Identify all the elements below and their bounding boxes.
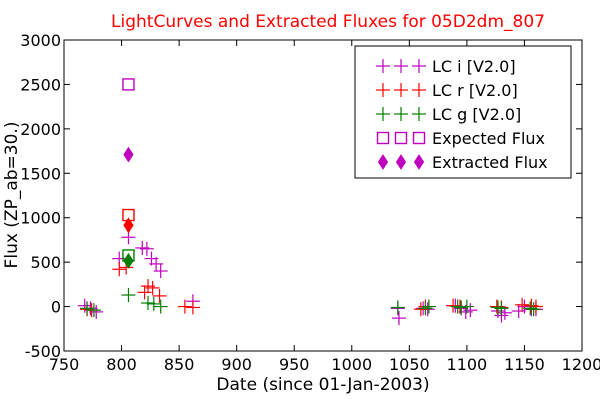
data-point xyxy=(526,302,541,317)
data-point xyxy=(141,296,156,311)
data-point xyxy=(152,288,167,303)
x-tick-label: 800 xyxy=(106,355,137,374)
legend-entry: Extracted Flux xyxy=(377,153,548,172)
legend-entry: LC i [V2.0] xyxy=(376,57,516,76)
data-point xyxy=(145,280,160,295)
legend-label: LC g [V2.0] xyxy=(432,105,521,124)
legend-entry: LC r [V2.0] xyxy=(376,81,518,100)
legend-marker xyxy=(395,154,407,170)
y-tick-label: 1500 xyxy=(20,164,61,183)
legend-marker xyxy=(394,107,408,121)
data-point xyxy=(454,300,469,315)
data-point xyxy=(523,301,538,316)
x-tick-label: 950 xyxy=(279,355,310,374)
legend-marker xyxy=(376,59,390,73)
legend-label: LC r [V2.0] xyxy=(432,81,518,100)
x-tick-label: 900 xyxy=(221,355,252,374)
y-tick-label: 1000 xyxy=(20,209,61,228)
y-tick-label: 0 xyxy=(51,298,61,317)
legend-label: Expected Flux xyxy=(432,129,545,148)
data-point xyxy=(86,303,101,318)
data-point xyxy=(515,297,530,312)
data-point xyxy=(490,300,505,315)
data-point xyxy=(149,256,164,271)
y-tick-label: 2000 xyxy=(20,120,61,139)
data-point xyxy=(418,301,433,316)
y-tick-label: 3000 xyxy=(20,31,61,50)
legend-marker xyxy=(377,154,389,170)
extracted-flux-point xyxy=(123,146,134,163)
data-point xyxy=(139,241,154,256)
legend-label: LC i [V2.0] xyxy=(432,57,516,76)
data-point xyxy=(137,285,152,300)
legend-label: Extracted Flux xyxy=(432,153,548,172)
chart-title: LightCurves and Extracted Fluxes for 05D… xyxy=(111,12,545,32)
data-point xyxy=(146,296,161,311)
x-tick-label: 1000 xyxy=(331,355,372,374)
data-point xyxy=(177,299,192,314)
x-tick-label: 1200 xyxy=(562,355,600,374)
x-tick-label: 850 xyxy=(164,355,195,374)
extracted-flux-point xyxy=(123,217,134,234)
x-tick-label: 750 xyxy=(49,355,80,374)
data-point xyxy=(112,262,127,277)
data-points xyxy=(77,78,543,326)
legend-marker xyxy=(413,154,425,170)
data-point xyxy=(421,299,436,314)
data-point xyxy=(463,303,478,318)
legend-marker xyxy=(412,59,426,73)
legend-marker xyxy=(394,83,408,97)
legend-marker xyxy=(376,107,390,121)
plot-frame xyxy=(63,39,583,352)
expected-flux-point xyxy=(122,78,135,91)
legend: LC i [V2.0] LC r [V2.0] LC g [V2.0] Expecte… xyxy=(354,45,572,179)
data-point xyxy=(80,301,95,316)
data-point xyxy=(528,299,543,314)
y-tick-label: 2500 xyxy=(20,75,61,94)
data-point xyxy=(153,299,168,314)
y-tick-label: 500 xyxy=(30,253,61,272)
x-tick-label: 1050 xyxy=(389,355,430,374)
data-point xyxy=(185,300,200,315)
data-point xyxy=(153,264,168,279)
data-point xyxy=(390,300,405,315)
axis-ticks: 750 800 850 900 950 1000 1050 1100 1150 1200 -500 0… xyxy=(20,31,600,374)
data-point xyxy=(494,301,509,316)
legend-entry: LC g [V2.0] xyxy=(376,105,521,124)
extracted-flux-point xyxy=(123,252,134,269)
x-axis-title: Date (since 01-Jan-2003) xyxy=(216,375,429,395)
legend-marker xyxy=(394,131,408,145)
y-tick-label: -500 xyxy=(25,342,61,361)
legend-entry: Expected Flux xyxy=(376,129,545,148)
data-point xyxy=(459,299,474,314)
legend-marker xyxy=(412,131,426,145)
legend-box xyxy=(354,45,572,179)
legend-marker xyxy=(376,131,390,145)
legend-marker xyxy=(394,59,408,73)
data-point xyxy=(121,288,136,303)
legend-marker xyxy=(412,83,426,97)
legend-marker xyxy=(412,107,426,121)
data-point xyxy=(391,311,406,326)
y-axis-title: Flux (ZP_ab=30.) xyxy=(2,122,22,269)
x-tick-label: 1100 xyxy=(447,355,488,374)
x-tick-label: 1150 xyxy=(504,355,545,374)
legend-marker xyxy=(376,83,390,97)
